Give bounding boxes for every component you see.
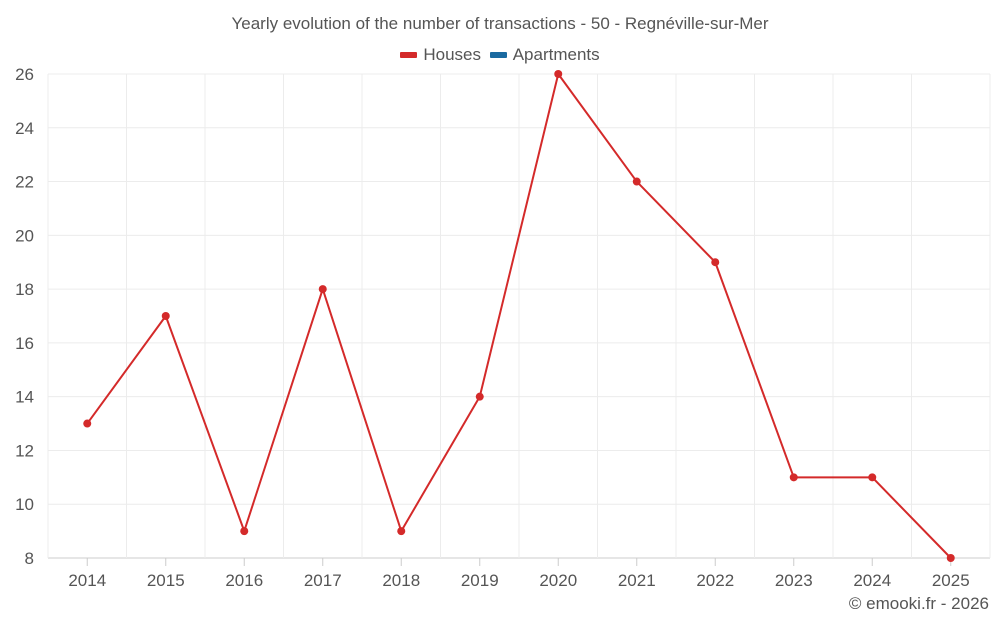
x-tick-label-2016: 2016 [225, 571, 263, 590]
y-tick-label-10: 10 [15, 495, 34, 514]
legend-label-houses: Houses [423, 45, 481, 64]
legend-swatch-apartments [489, 51, 507, 58]
legend: Houses Apartments [0, 45, 1000, 65]
data-point-houses-2014 [83, 419, 92, 428]
y-tick-label-14: 14 [15, 388, 34, 407]
data-point-houses-2015 [161, 312, 170, 320]
grid [47, 73, 991, 559]
data-point-houses-2017 [318, 285, 327, 294]
y-tick-label-16: 16 [15, 334, 34, 353]
data-point-houses-2020 [554, 70, 563, 78]
data-point-houses-2022 [711, 258, 720, 267]
x-axis: 2014 2015 2016 2017 2018 2019 2020 2021 2022 2023… [68, 558, 970, 590]
legend-label-apartments: Apartments [512, 45, 600, 64]
x-tick-label-2023: 2023 [775, 571, 813, 590]
data-point-houses-2019 [475, 392, 484, 401]
x-tick-label-2018: 2018 [382, 571, 420, 590]
legend-swatch-houses [400, 51, 418, 58]
y-tick-label-24: 24 [15, 119, 34, 138]
legend-item-houses[interactable]: Houses [400, 45, 481, 65]
y-tick-label-8: 8 [25, 549, 34, 568]
x-tick-label-2022: 2022 [696, 571, 734, 590]
x-tick-label-2024: 2024 [853, 571, 891, 590]
data-point-houses-2025 [946, 554, 955, 562]
y-tick-label-18: 18 [15, 280, 34, 299]
legend-item-apartments[interactable]: Apartments [489, 45, 600, 65]
x-tick-label-2019: 2019 [461, 571, 499, 590]
y-tick-label-26: 26 [15, 65, 34, 84]
data-point-houses-2023 [789, 473, 798, 482]
data-point-houses-2016 [240, 527, 249, 536]
x-tick-label-2025: 2025 [932, 571, 970, 590]
y-tick-label-12: 12 [15, 441, 34, 460]
credit-text: © emooki.fr - 2026 [848, 594, 989, 613]
x-tick-label-2017: 2017 [304, 571, 342, 590]
chart-title: Yearly evolution of the number of transa… [231, 14, 769, 33]
y-axis: 8 10 12 14 16 18 20 22 24 26 [15, 65, 34, 568]
x-tick-label-2014: 2014 [68, 571, 106, 590]
data-point-houses-2018 [397, 527, 406, 536]
x-tick-label-2020: 2020 [539, 571, 577, 590]
series-line-houses [86, 73, 952, 559]
y-tick-label-22: 22 [15, 173, 34, 192]
x-tick-label-2015: 2015 [147, 571, 185, 590]
data-point-houses-2024 [868, 473, 877, 482]
y-tick-label-20: 20 [15, 226, 34, 245]
x-tick-label-2021: 2021 [618, 571, 656, 590]
data-point-houses-2021 [632, 177, 641, 186]
series-houses [83, 70, 955, 562]
